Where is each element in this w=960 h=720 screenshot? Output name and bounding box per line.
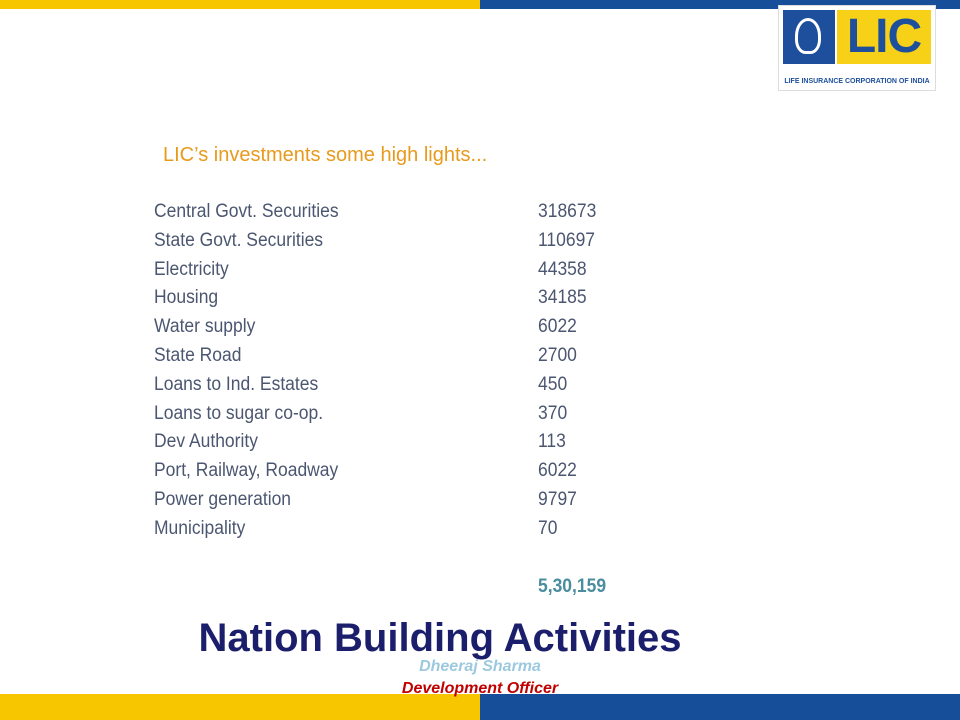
- logo-emblem: [783, 10, 835, 64]
- item-label: Port, Railway, Roadway: [154, 460, 339, 482]
- item-value: 44358: [538, 258, 587, 280]
- item-value: 70: [538, 517, 558, 539]
- item-label: State Govt. Securities: [154, 229, 324, 251]
- item-value: 6022: [538, 316, 577, 338]
- item-label: Housing: [154, 287, 219, 309]
- item-value: 2700: [538, 345, 577, 366]
- item-label: Central Govt. Securities: [154, 201, 339, 222]
- logo: LIC LIFE INSURANCE CORPORATION OF INDIA: [778, 5, 936, 91]
- top-bar-yellow: [0, 0, 480, 9]
- item-label: Dev Authority: [154, 431, 258, 453]
- item-value: 9797: [538, 489, 577, 510]
- item-label: Loans to sugar co-op.: [154, 402, 324, 424]
- top-bar-blue: [480, 0, 960, 9]
- item-label: Loans to Ind. Estates: [154, 373, 319, 395]
- total: 5,30,159: [538, 576, 607, 597]
- author-role: Development Officer: [401, 680, 559, 697]
- item-label: Electricity: [154, 258, 229, 280]
- bottom-bar-blue: [480, 694, 960, 720]
- item-value: 450: [538, 373, 568, 395]
- logo-caption: LIFE INSURANCE CORPORATION OF INDIA: [784, 78, 930, 85]
- bottom-bar-yellow: [0, 694, 480, 720]
- item-value: 113: [538, 431, 566, 453]
- item-label: Municipality: [154, 517, 246, 539]
- item-value: 34185: [538, 287, 587, 309]
- item-label: Power generation: [154, 489, 292, 510]
- item-value: 318673: [538, 201, 597, 222]
- item-label: State Road: [154, 345, 242, 366]
- item-value: 110697: [538, 229, 596, 251]
- item-value: 370: [538, 402, 568, 424]
- logo-mark: LIC: [837, 10, 931, 64]
- item-value: 6022: [538, 460, 577, 482]
- heading: LIC’s investments some high lights...: [163, 144, 488, 166]
- author: Dheeraj Sharma: [419, 658, 541, 675]
- item-label: Water supply: [154, 316, 256, 338]
- slide-title: Nation Building Activities: [198, 616, 682, 660]
